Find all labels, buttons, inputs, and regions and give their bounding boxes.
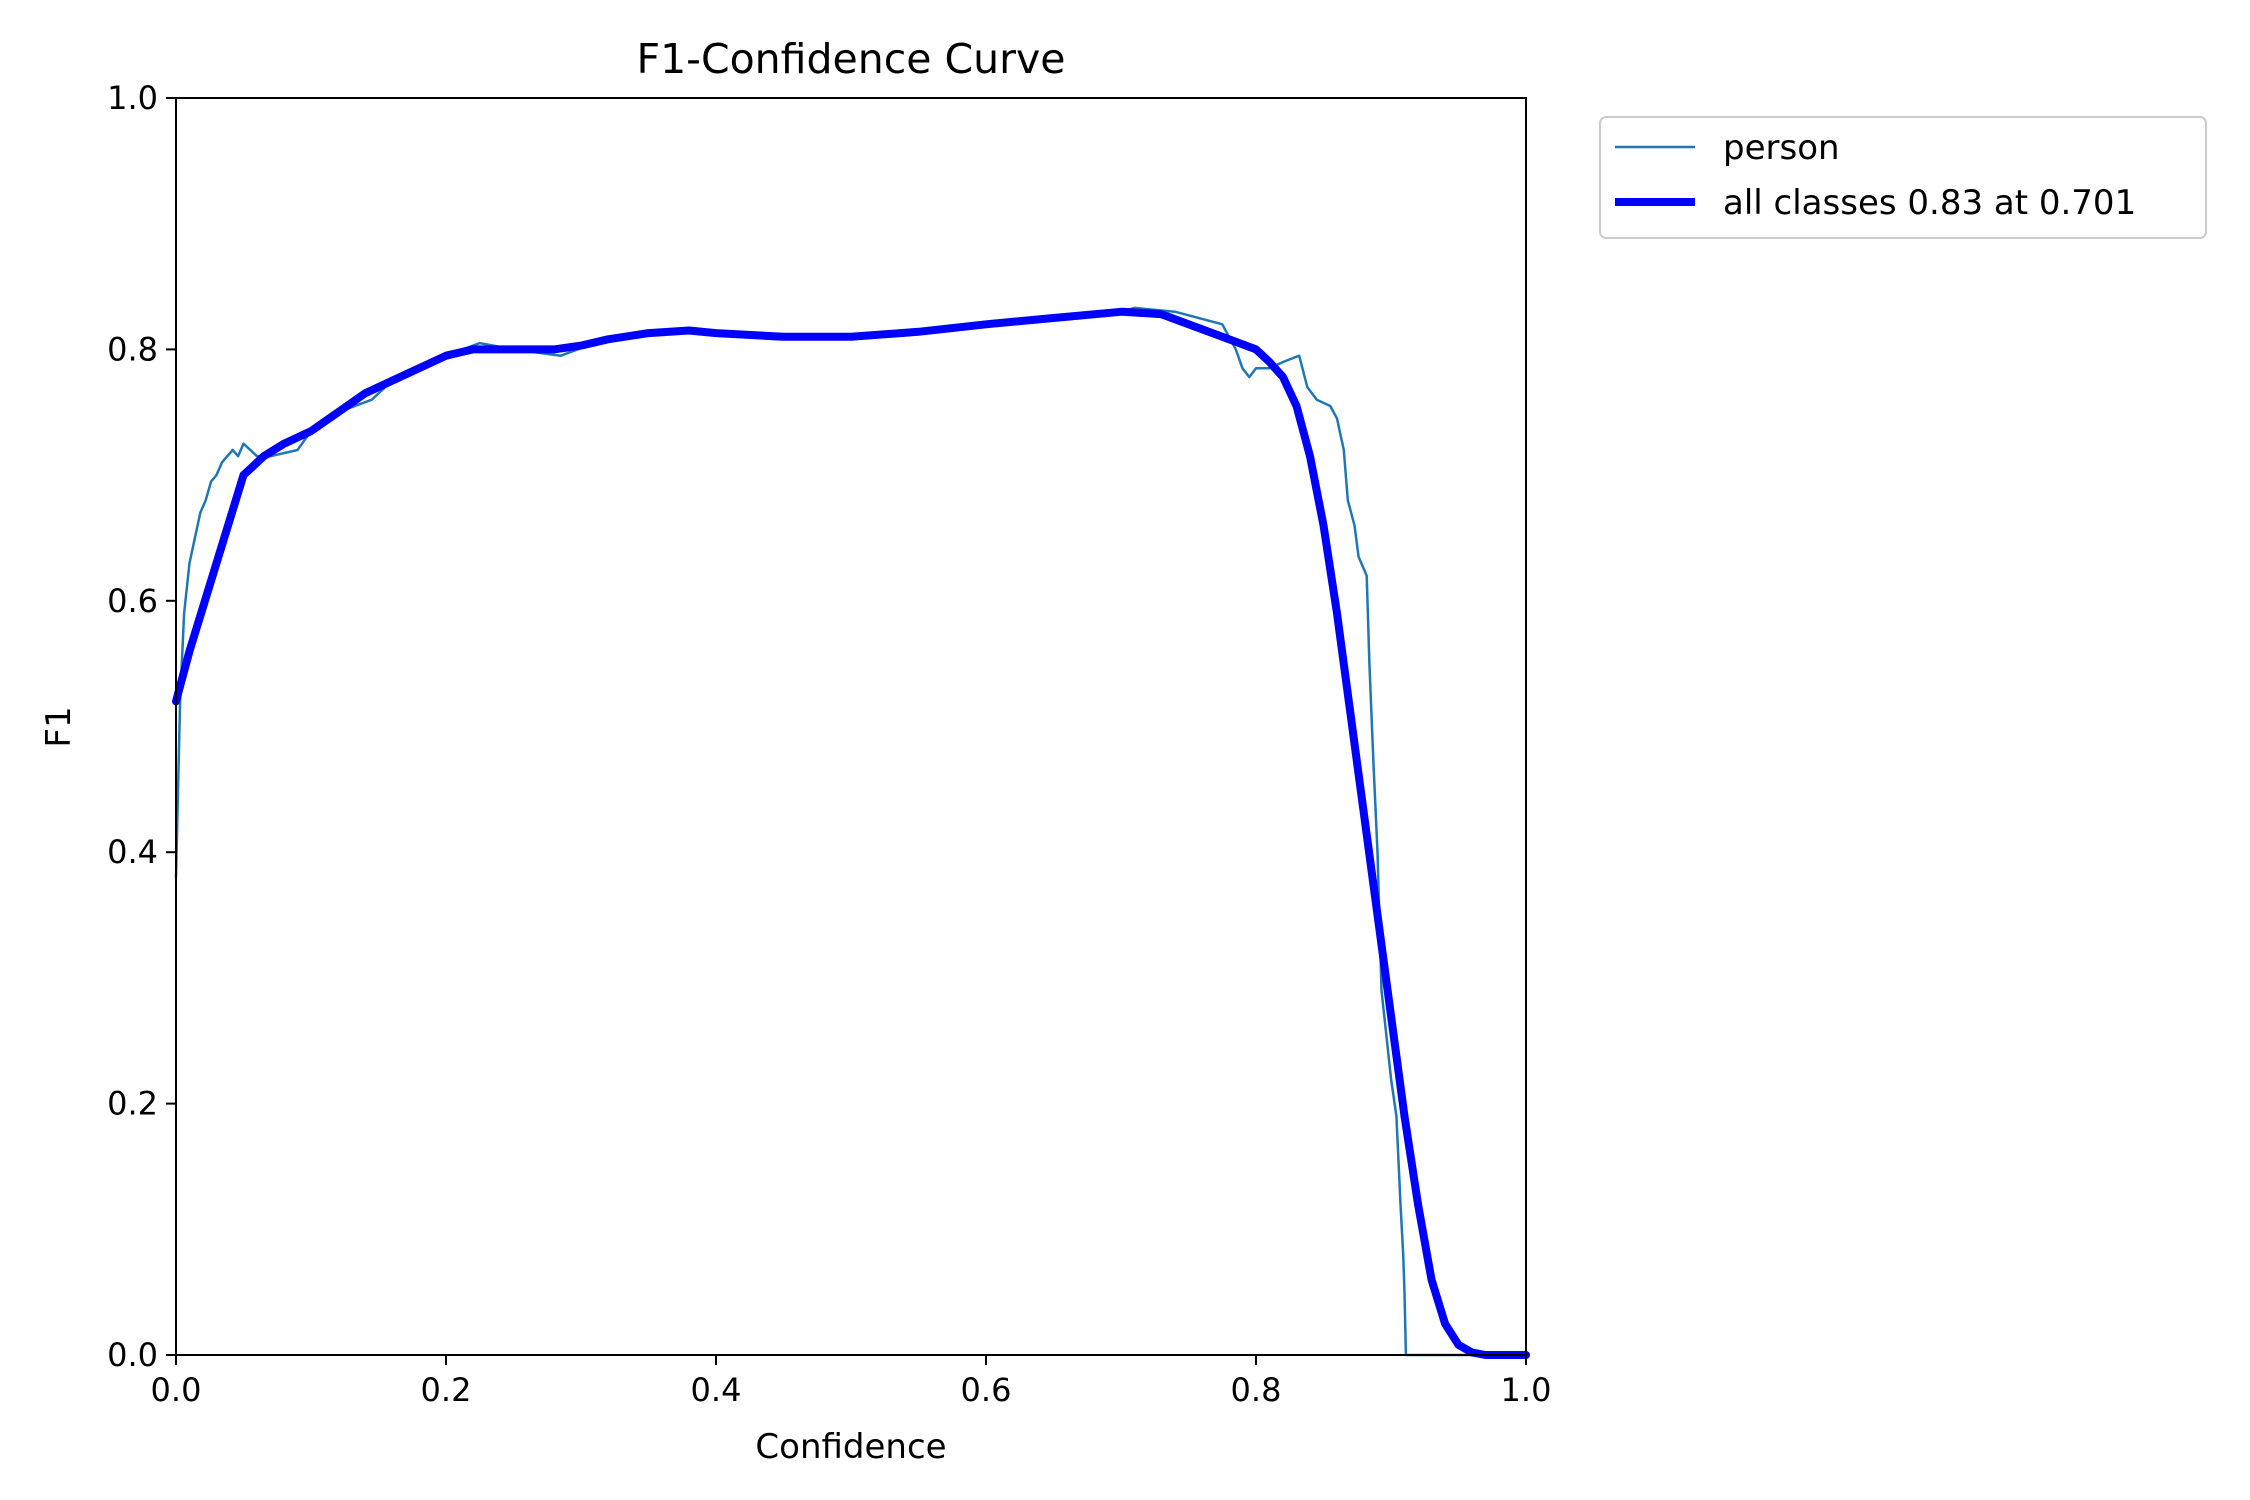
y-tick-label: 0.0 bbox=[107, 1336, 158, 1374]
y-axis: 0.0 0.2 0.4 0.6 0.8 1.0 bbox=[107, 79, 176, 1374]
x-tick-label: 0.6 bbox=[961, 1371, 1012, 1409]
y-tick-label: 1.0 bbox=[107, 79, 158, 117]
series-line-all-classes bbox=[172, 307, 1530, 1359]
legend-box bbox=[1599, 116, 2207, 239]
plot-lines bbox=[172, 306, 1530, 1359]
y-tick-label: 0.6 bbox=[107, 582, 158, 620]
x-tick-label: 0.4 bbox=[691, 1371, 742, 1409]
legend-label-all-classes: all classes 0.83 at 0.701 bbox=[1723, 183, 2136, 223]
plot-frame bbox=[175, 97, 1527, 1356]
y-tick-label: 0.2 bbox=[107, 1085, 158, 1123]
y-axis-label: F1 bbox=[39, 706, 79, 747]
y-tick-label: 0.4 bbox=[107, 833, 158, 871]
x-tick-label: 1.0 bbox=[1501, 1371, 1552, 1409]
legend-label-person: person bbox=[1723, 128, 1840, 168]
x-axis: 0.0 0.2 0.4 0.6 0.8 1.0 bbox=[151, 1355, 1552, 1409]
chart-title: F1-Confidence Curve bbox=[637, 35, 1066, 83]
legend: person all classes 0.83 at 0.701 bbox=[1599, 116, 2207, 239]
x-tick-label: 0.0 bbox=[151, 1371, 202, 1409]
x-tick-label: 0.2 bbox=[421, 1371, 472, 1409]
y-tick-label: 0.8 bbox=[107, 330, 158, 368]
x-axis-label: Confidence bbox=[755, 1427, 946, 1467]
x-tick-label: 0.8 bbox=[1231, 1371, 1282, 1409]
